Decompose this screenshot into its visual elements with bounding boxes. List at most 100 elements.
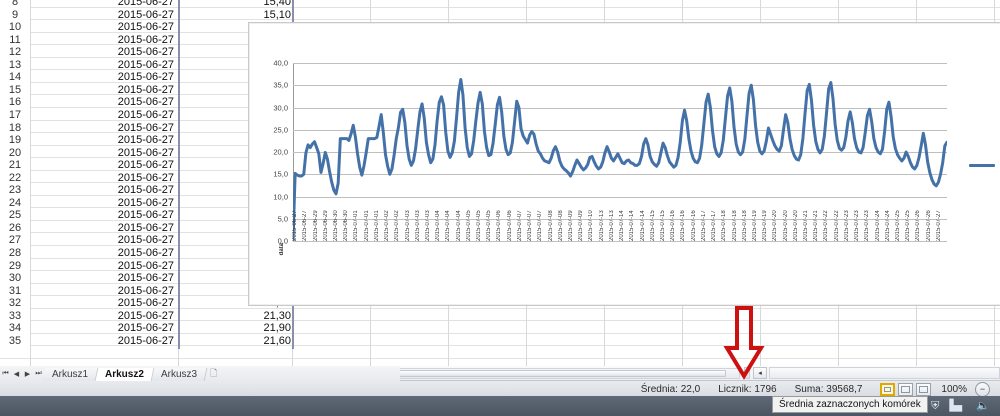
row-header[interactable]: 8 — [0, 0, 30, 8]
sheet-tabs[interactable]: Arkusz1 Arkusz2 Arkusz3 — [42, 367, 208, 381]
x-tick-label: 2015-07-02 — [394, 210, 401, 241]
row-header[interactable]: 19 — [0, 134, 30, 147]
sheet-tab-bar[interactable]: ⏮ ◀ ▶ ⏭ Arkusz1 Arkusz2 Arkusz3 🗋 — [0, 366, 400, 382]
page-layout-view-button[interactable] — [898, 382, 914, 396]
x-tick-label: 2015-06-30 — [343, 210, 350, 241]
cell-date[interactable]: 2015-06-27 — [117, 259, 174, 272]
first-sheet-button[interactable]: ⏮ — [2, 370, 9, 377]
cell-value[interactable]: 15,10 — [263, 8, 291, 21]
cell-date[interactable]: 2015-06-27 — [117, 184, 174, 197]
sheet-tab-arkusz2[interactable]: Arkusz2 — [95, 367, 155, 381]
sheet-tab-arkusz1[interactable]: Arkusz1 — [42, 367, 99, 381]
cell-date[interactable]: 2015-06-27 — [117, 322, 174, 335]
row-header[interactable]: 11 — [0, 33, 30, 46]
row-header[interactable]: 18 — [0, 121, 30, 134]
zoom-out-button[interactable]: − — [975, 381, 990, 397]
gridline — [293, 152, 947, 153]
cell-date[interactable]: 2015-06-27 — [117, 134, 174, 147]
y-tick-label: 10,0 — [273, 192, 288, 201]
row-header[interactable]: 25 — [0, 209, 30, 222]
x-tick-label: 2015-07-02 — [384, 210, 391, 241]
cell-date[interactable]: 2015-06-27 — [117, 8, 174, 21]
cell-date[interactable]: 2015-06-27 — [117, 272, 174, 285]
row-header[interactable]: 32 — [0, 297, 30, 310]
cell-date[interactable]: 2015-06-27 — [117, 247, 174, 259]
row-header[interactable]: 13 — [0, 58, 30, 71]
cell-date[interactable]: 2015-06-27 — [117, 171, 174, 184]
x-tick-label: 2015-07-01 — [353, 210, 360, 241]
row-header[interactable]: 33 — [0, 309, 30, 322]
row-header[interactable]: 23 — [0, 184, 30, 197]
cell-date[interactable]: 2015-06-27 — [117, 83, 174, 96]
cell-date[interactable]: 2015-06-27 — [117, 297, 174, 310]
view-buttons[interactable] — [880, 382, 932, 396]
row-header[interactable]: 31 — [0, 284, 30, 297]
cell-date[interactable]: 2015-06-27 — [117, 121, 174, 134]
cell-date[interactable]: 2015-06-27 — [117, 21, 174, 34]
row-header[interactable]: 26 — [0, 221, 30, 234]
cell-date[interactable]: 2015-06-27 — [117, 96, 174, 109]
previous-sheet-button[interactable]: ◀ — [13, 371, 20, 378]
cell-date[interactable]: 2015-06-27 — [117, 209, 174, 222]
cell-value[interactable]: 21,30 — [263, 309, 291, 322]
chart-object[interactable]: 0,0 5,0 10,0 15,0 20,0 25,0 30,0 35,0 40,0 2015-… — [248, 22, 1000, 306]
row-header[interactable]: 20 — [0, 146, 30, 159]
row-header[interactable]: 35 — [0, 334, 30, 347]
cell-date[interactable]: 2015-06-27 — [117, 71, 174, 84]
cell-date[interactable]: 2015-06-27 — [117, 234, 174, 247]
cell-date[interactable]: 2015-06-27 — [117, 58, 174, 71]
grid-row-line — [0, 6, 1000, 8]
row-header[interactable]: 28 — [0, 247, 30, 259]
volume-icon[interactable]: 🔈 — [976, 399, 990, 412]
cell-date[interactable]: 2015-06-27 — [117, 46, 174, 59]
x-tick-label: 2015-07-19 — [751, 210, 758, 241]
horizontal-scrollbar-right-track[interactable] — [769, 367, 1000, 379]
scroll-left-button[interactable]: ◂ — [753, 367, 767, 379]
status-bar[interactable]: Średnia: 22,0 Licznik: 1796 Suma: 39568,… — [0, 380, 1000, 397]
cell-date[interactable]: 2015-06-27 — [117, 146, 174, 159]
x-tick-label: 2015-07-13 — [608, 210, 615, 241]
row-header[interactable]: 29 — [0, 259, 30, 272]
cell-value[interactable]: 15,40 — [263, 0, 291, 8]
gridline — [293, 218, 947, 220]
cell-date[interactable]: 2015-06-27 — [117, 284, 174, 297]
next-sheet-button[interactable]: ▶ — [24, 371, 31, 378]
row-header[interactable]: 14 — [0, 71, 30, 84]
x-tick-label: 2015-07-18 — [721, 210, 728, 241]
cell-date[interactable]: 2015-06-27 — [117, 196, 174, 209]
row-header[interactable]: 9 — [0, 8, 30, 21]
cell-date[interactable]: 2015-06-27 — [117, 221, 174, 234]
page-break-preview-button[interactable] — [916, 382, 932, 396]
last-sheet-button[interactable]: ⏭ — [35, 370, 42, 377]
row-header[interactable]: 27 — [0, 234, 30, 247]
row-header[interactable]: 22 — [0, 171, 30, 184]
x-tick-label: 2015-07-18 — [741, 210, 748, 241]
signal-bars-icon[interactable]: ▙▖ — [949, 399, 967, 412]
row-header[interactable]: 15 — [0, 83, 30, 96]
row-header[interactable]: 34 — [0, 322, 30, 335]
x-axis-title: data — [279, 243, 285, 256]
cell-date[interactable]: 2015-06-27 — [117, 159, 174, 172]
cell-value[interactable]: 21,60 — [263, 334, 291, 347]
antivirus-shield-icon[interactable]: ⛨ — [931, 399, 940, 412]
row-header[interactable]: 16 — [0, 96, 30, 109]
sheet-tab-arkusz3[interactable]: Arkusz3 — [151, 367, 208, 381]
cell-date[interactable]: 2015-06-27 — [117, 33, 174, 46]
cell-date[interactable]: 2015-06-27 — [117, 309, 174, 322]
y-tick-label: 15,0 — [273, 169, 288, 179]
insert-worksheet-icon[interactable]: 🗋 — [210, 368, 218, 378]
cell-value[interactable]: 21,90 — [263, 322, 291, 335]
row-header[interactable]: 30 — [0, 272, 30, 285]
row-header[interactable]: 10 — [0, 21, 30, 34]
row-header[interactable]: 24 — [0, 196, 30, 209]
row-header[interactable]: 21 — [0, 159, 30, 172]
x-tick-label: 2015-07-21 — [803, 210, 810, 241]
normal-view-button[interactable] — [880, 382, 896, 396]
zoom-level[interactable]: 100% — [941, 383, 967, 395]
cell-date[interactable]: 2015-06-27 — [117, 108, 174, 121]
row-header[interactable]: 12 — [0, 46, 30, 59]
x-tick-label: 2015-07-14 — [629, 210, 636, 241]
cell-date[interactable]: 2015-06-27 — [117, 0, 174, 8]
row-header[interactable]: 17 — [0, 108, 30, 121]
cell-date[interactable]: 2015-06-27 — [117, 334, 174, 347]
